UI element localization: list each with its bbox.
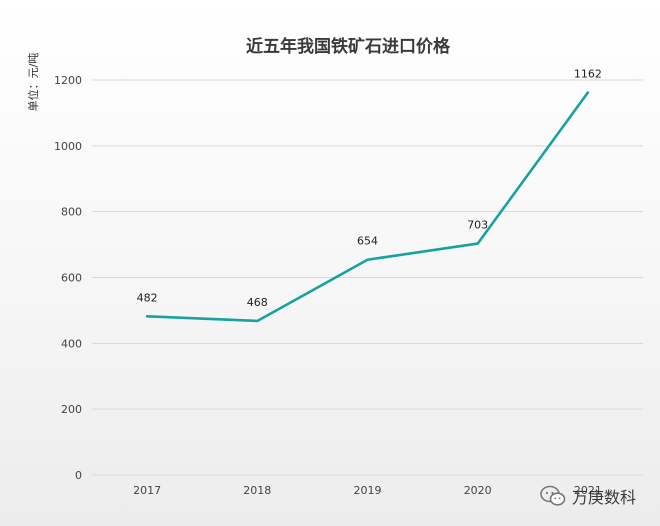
watermark-text: 万庚数科	[572, 488, 637, 507]
y-tick-label: 800	[61, 206, 82, 219]
grid-lines	[92, 79, 643, 476]
y-tick-labels: 0 200 400 600 800 1000 1200	[54, 74, 82, 482]
y-tick-label: 400	[61, 337, 82, 350]
data-label: 1162	[574, 68, 602, 81]
series-layer	[145, 91, 590, 323]
x-tick-label: 2020	[464, 484, 492, 497]
x-tick-label: 2018	[243, 484, 271, 497]
x-tick-labels: 2017 2018 2019 2020 2021	[133, 484, 602, 497]
data-label: 703	[467, 219, 488, 232]
x-tick-label: 2021	[574, 484, 602, 497]
watermark: 万庚数科	[540, 484, 636, 508]
wechat-icon	[540, 485, 566, 506]
y-tick-label: 0	[75, 469, 82, 482]
chart-title: 近五年我国铁矿石进口价格	[246, 36, 451, 57]
data-label: 468	[247, 296, 268, 309]
data-labels: 482 468 654 703 1162	[137, 68, 602, 309]
data-label: 654	[357, 235, 378, 248]
y-tick-label: 1200	[54, 74, 82, 87]
y-axis-label: 单位：元/吨	[26, 53, 40, 112]
x-tick-label: 2017	[133, 484, 161, 497]
y-tick-label: 200	[61, 403, 82, 416]
y-tick-label: 1000	[54, 140, 82, 153]
data-label: 482	[137, 291, 158, 304]
x-tick-label: 2019	[354, 484, 382, 497]
y-tick-label: 600	[61, 272, 82, 285]
series-line	[145, 91, 590, 323]
